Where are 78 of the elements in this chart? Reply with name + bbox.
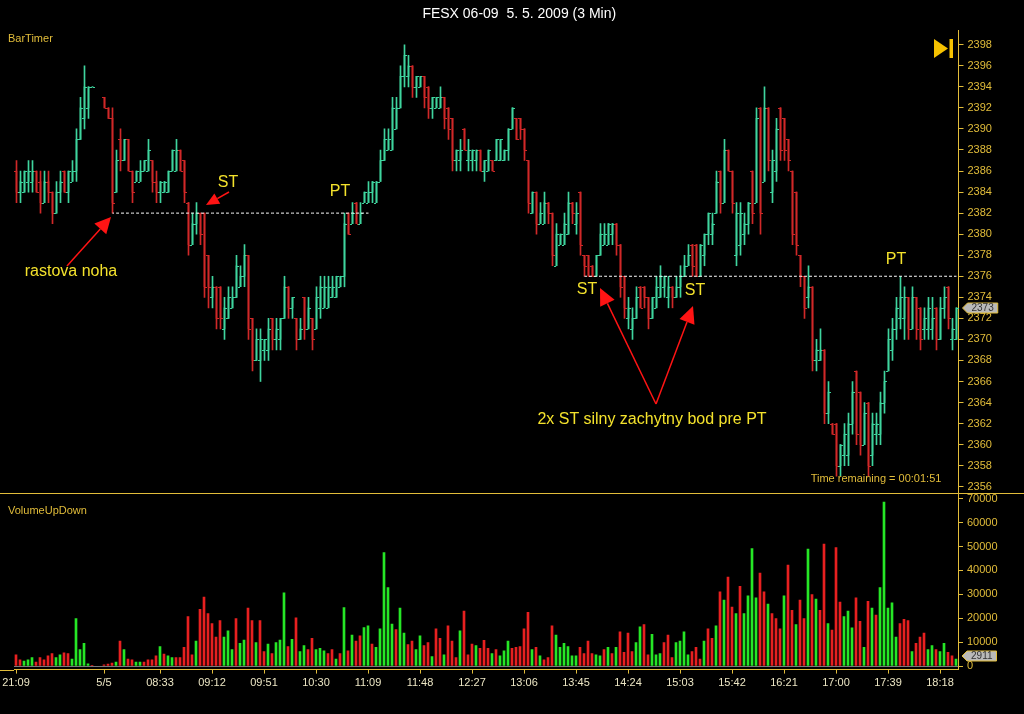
candlestick	[515, 118, 518, 140]
candlestick	[955, 307, 958, 340]
y-tick-label: 2372	[967, 311, 992, 324]
y-tick-label: 2366	[967, 374, 992, 387]
chart-title: FESX 06-09 5. 5. 2009 (3 Min)	[422, 5, 617, 22]
y-tick-label: 0	[967, 659, 974, 672]
x-tick-label: 17:00	[822, 676, 850, 689]
candlestick	[335, 275, 338, 298]
candlestick	[363, 191, 366, 203]
x-tick-label: 11:09	[354, 676, 382, 689]
y-tick-label: 70000	[967, 491, 998, 504]
annotation: 2x ST silny zachytny bod pre PT	[537, 410, 767, 428]
y-tick-label: 40000	[967, 563, 998, 576]
candlestick	[163, 181, 166, 193]
annotation: PT	[329, 182, 351, 200]
candlestick	[639, 286, 642, 309]
y-tick-label: 2362	[967, 416, 992, 429]
y-tick-label: 2370	[967, 332, 992, 345]
y-tick-label: 2376	[967, 269, 992, 282]
x-tick-label: 13:06	[510, 676, 538, 689]
y-tick-label: 20000	[967, 611, 998, 624]
x-tick-label: 16:21	[770, 676, 798, 689]
candlestick	[23, 170, 26, 193]
y-tick-label: 2382	[967, 206, 992, 219]
text: 2911	[970, 650, 993, 662]
x-tick-label: 10:30	[302, 676, 330, 689]
candlestick	[491, 160, 494, 172]
y-tick-label: 2358	[967, 458, 992, 471]
y-tick-label: 2364	[967, 395, 992, 408]
annotation: ST	[217, 173, 239, 191]
x-tick-label: 09:51	[250, 676, 278, 689]
annotation: Time remaining = 00:01:51	[810, 472, 942, 485]
candlestick	[831, 423, 834, 435]
annotation: rastova noha	[24, 262, 118, 280]
y-tick-label: 2396	[967, 58, 992, 71]
y-tick-label: 2374	[967, 290, 992, 303]
y-tick-label: 2386	[967, 164, 992, 177]
x-tick-label: 09:12	[198, 676, 226, 689]
x-tick-label: 21:09	[2, 676, 30, 689]
candlestick	[435, 97, 438, 109]
y-tick-label: 2378	[967, 248, 992, 261]
x-tick-label: 5/5	[96, 676, 112, 689]
x-tick-label: 13:45	[562, 676, 590, 689]
x-tick-label: 18:18	[926, 676, 954, 689]
x-tick-label: 11:48	[406, 676, 434, 689]
y-tick-label: 2390	[967, 121, 992, 134]
y-tick-label: 2360	[967, 437, 992, 450]
candlestick	[463, 128, 466, 151]
candlestick	[499, 139, 502, 161]
y-tick-label: 2384	[967, 185, 992, 198]
y-tick-label: 30000	[967, 587, 998, 600]
y-tick-label: 2380	[967, 227, 992, 240]
y-tick-label: 2368	[967, 353, 992, 366]
annotation: ST	[684, 281, 706, 299]
y-tick-label: 2392	[967, 100, 992, 113]
x-tick-label: 14:24	[614, 676, 642, 689]
y-tick-label: 60000	[967, 515, 998, 528]
x-tick-label: 17:39	[874, 676, 902, 689]
y-tick-label: 2394	[967, 79, 992, 92]
annotation: ST	[576, 280, 598, 298]
y-tick-label: 2356	[967, 479, 992, 492]
y-tick-label: 2388	[967, 143, 992, 155]
x-tick-label: 12:27	[458, 676, 486, 689]
annotation: BarTimer	[8, 32, 54, 45]
text: VolumeUpDown	[8, 504, 87, 517]
candlestick	[487, 149, 490, 172]
candlestick	[495, 139, 498, 161]
candlestick	[559, 233, 562, 246]
x-tick-label: 08:33	[146, 676, 174, 689]
x-tick-label: 15:42	[718, 676, 746, 689]
y-tick-label: 10000	[967, 635, 998, 648]
x-tick-label: 15:03	[666, 676, 694, 689]
y-tick-label: 2398	[967, 37, 992, 50]
annotation: PT	[885, 250, 907, 268]
candlestick	[607, 223, 610, 246]
candlestick	[135, 170, 138, 182]
text: 2373	[971, 302, 995, 314]
y-tick-label: 50000	[967, 539, 998, 552]
